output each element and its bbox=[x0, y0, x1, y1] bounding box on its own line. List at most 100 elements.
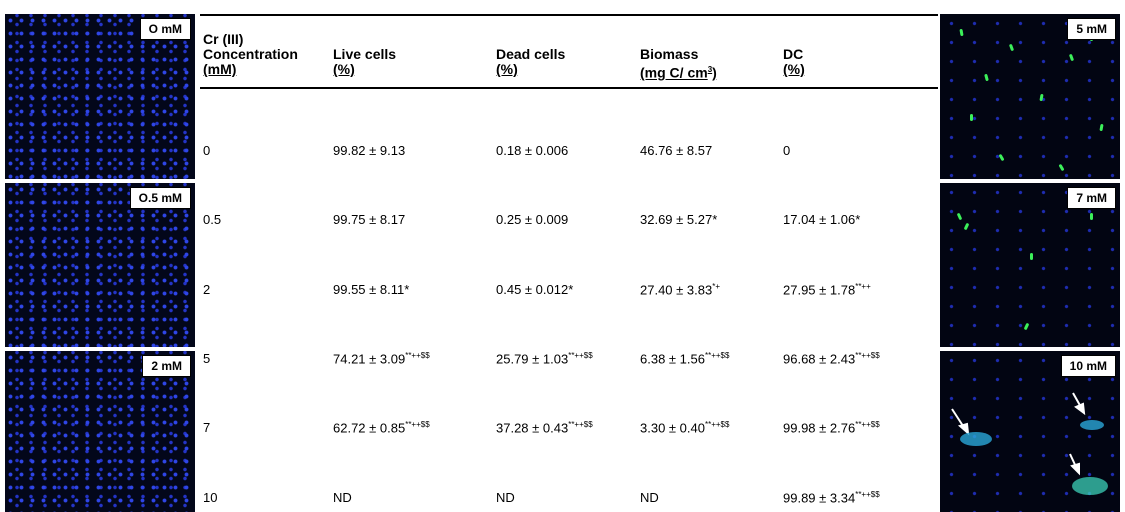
micrograph: O.5 mM bbox=[5, 183, 195, 347]
column-header: Live cells(%) bbox=[333, 47, 396, 77]
table-cell: 6.38 ± 1.56**++$$ bbox=[640, 351, 729, 366]
fluorescent-cell bbox=[1090, 213, 1093, 220]
cell-value: 17.04 ± 1.06* bbox=[783, 212, 860, 227]
cell-value: 99.82 ± 9.13 bbox=[333, 143, 405, 158]
table-cell: 99.82 ± 9.13 bbox=[333, 143, 405, 158]
table-cell: 46.76 ± 8.57 bbox=[640, 143, 712, 158]
header-line: (mM) bbox=[203, 61, 236, 77]
micrograph: 5 mM bbox=[940, 14, 1120, 179]
header-line: Concentration bbox=[203, 46, 298, 62]
table-cell: 32.69 ± 5.27* bbox=[640, 212, 717, 227]
cell-significance: **++$$ bbox=[705, 420, 729, 429]
cell-value: 0 bbox=[203, 143, 210, 158]
fluorescent-cell bbox=[998, 154, 1004, 162]
table-cell: 74.21 ± 3.09**++$$ bbox=[333, 351, 430, 366]
cell-value: 99.75 ± 8.17 bbox=[333, 212, 405, 227]
table-cell: 0.18 ± 0.006 bbox=[496, 143, 568, 158]
cell-value: 74.21 ± 3.09 bbox=[333, 351, 405, 366]
image-label: 5 mM bbox=[1067, 18, 1116, 40]
cell-significance: **++$$ bbox=[568, 351, 592, 360]
fluorescent-cell bbox=[984, 74, 989, 82]
table-cell: 0.45 ± 0.012* bbox=[496, 282, 573, 297]
cell-value: 6.38 ± 1.56 bbox=[640, 351, 705, 366]
fluorescent-cell bbox=[959, 29, 963, 36]
micrograph: 7 mM bbox=[940, 183, 1120, 347]
fluorescent-cell bbox=[964, 223, 970, 231]
cell-value: 5 bbox=[203, 351, 210, 366]
cell-value: 10 bbox=[203, 490, 217, 505]
header-line: (%) bbox=[783, 61, 805, 77]
fluorescent-cell bbox=[970, 114, 973, 121]
column-header: DC(%) bbox=[783, 47, 805, 77]
cell-significance: **++$$ bbox=[405, 420, 429, 429]
fluorescent-cell bbox=[1069, 54, 1074, 62]
table-cell: ND bbox=[333, 490, 352, 505]
table-cell: 17.04 ± 1.06* bbox=[783, 212, 860, 227]
table-cell: 99.89 ± 3.34**++$$ bbox=[783, 490, 880, 505]
cell-value: 37.28 ± 0.43 bbox=[496, 420, 568, 435]
cell-value: 25.79 ± 1.03 bbox=[496, 351, 568, 366]
fluorescent-cell bbox=[1009, 44, 1014, 52]
column-header: Cr (III)Concentration(mM) bbox=[203, 32, 298, 77]
table-cell: 99.55 ± 8.11* bbox=[333, 282, 409, 297]
table-cell: 27.40 ± 3.83*+ bbox=[640, 282, 720, 297]
table-cell: 0 bbox=[783, 143, 790, 158]
cell-value: ND bbox=[640, 490, 659, 505]
arrows bbox=[940, 351, 1120, 512]
table-cell: ND bbox=[640, 490, 659, 505]
cell-value: 0.45 ± 0.012* bbox=[496, 282, 573, 297]
image-label: O mM bbox=[140, 18, 191, 40]
table-cell: 25.79 ± 1.03**++$$ bbox=[496, 351, 593, 366]
cell-value: 62.72 ± 0.85 bbox=[333, 420, 405, 435]
header-rule bbox=[200, 87, 938, 89]
cell-value: 99.89 ± 3.34 bbox=[783, 490, 855, 505]
cell-value: 0 bbox=[783, 143, 790, 158]
table-cell: 27.95 ± 1.78**++ bbox=[783, 282, 871, 297]
fluorescent-cell bbox=[957, 213, 963, 221]
cell-value: 32.69 ± 5.27* bbox=[640, 212, 717, 227]
cell-significance: **++$$ bbox=[405, 351, 429, 360]
cell-value: 99.98 ± 2.76 bbox=[783, 420, 855, 435]
cell-value: 3.30 ± 0.40 bbox=[640, 420, 705, 435]
header-line: Cr (III) bbox=[203, 31, 243, 47]
cell-significance: **++$$ bbox=[855, 420, 879, 429]
header-line: DC bbox=[783, 46, 803, 62]
image-label: 7 mM bbox=[1067, 187, 1116, 209]
table-cell: 99.98 ± 2.76**++$$ bbox=[783, 420, 880, 435]
cell-value: 27.95 ± 1.78 bbox=[783, 282, 855, 297]
table-cell: 99.75 ± 8.17 bbox=[333, 212, 405, 227]
fluorescent-cell bbox=[1039, 94, 1043, 101]
cell-value: ND bbox=[333, 490, 352, 505]
cell-value: 0.5 bbox=[203, 212, 221, 227]
cell-value: 7 bbox=[203, 420, 210, 435]
table-cell: 5 bbox=[203, 351, 210, 366]
column-header: Dead cells(%) bbox=[496, 47, 565, 77]
fluorescent-cell bbox=[1030, 253, 1033, 260]
cell-significance: *+ bbox=[712, 282, 720, 291]
cell-significance: **++$$ bbox=[705, 351, 729, 360]
cell-value: ND bbox=[496, 490, 515, 505]
cell-value: 96.68 ± 2.43 bbox=[783, 351, 855, 366]
cell-value: 2 bbox=[203, 282, 210, 297]
cell-significance: **++$$ bbox=[568, 420, 592, 429]
header-line: Dead cells bbox=[496, 46, 565, 62]
table-cell: 96.68 ± 2.43**++$$ bbox=[783, 351, 880, 366]
top-rule bbox=[200, 14, 938, 16]
cell-significance: **++$$ bbox=[855, 351, 879, 360]
header-line: Live cells bbox=[333, 46, 396, 62]
fluorescent-cell bbox=[1058, 164, 1064, 172]
image-label: 2 mM bbox=[142, 355, 191, 377]
table-cell: 0.5 bbox=[203, 212, 221, 227]
header-line: Biomass bbox=[640, 46, 698, 62]
page: O mMO.5 mM2 mM 5 mM7 mM10 mM Cr (III)Con… bbox=[0, 0, 1125, 512]
fluorescent-cell bbox=[1024, 323, 1030, 331]
cell-value: 27.40 ± 3.83 bbox=[640, 282, 712, 297]
table-cell: 0.25 ± 0.009 bbox=[496, 212, 568, 227]
table-cell: ND bbox=[496, 490, 515, 505]
fluorescent-cell bbox=[1099, 124, 1103, 131]
header-tail: ) bbox=[712, 65, 717, 81]
table-cell: 37.28 ± 0.43**++$$ bbox=[496, 420, 593, 435]
header-line: (mg C/ cm bbox=[640, 65, 708, 81]
table-cell: 2 bbox=[203, 282, 210, 297]
cell-value: 99.55 ± 8.11* bbox=[333, 282, 409, 297]
